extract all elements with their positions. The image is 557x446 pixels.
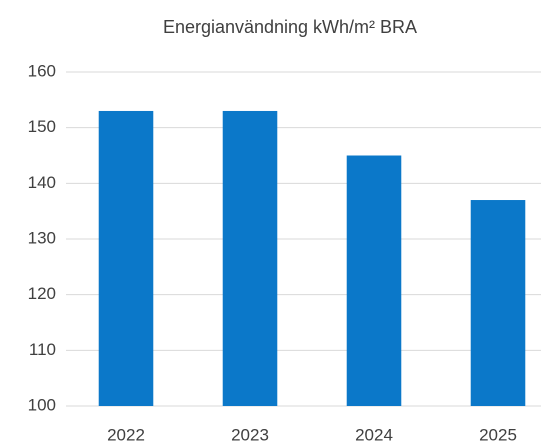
- x-tick-label: 2023: [231, 425, 269, 444]
- bar: [470, 200, 526, 406]
- x-tick-label: 2022: [107, 425, 145, 444]
- x-tick-label: 2025: [479, 425, 517, 444]
- y-tick-label: 140: [28, 173, 56, 192]
- chart-title: Energianvändning kWh/m² BRA: [163, 17, 417, 37]
- y-tick-label: 110: [29, 340, 56, 359]
- y-tick-label: 120: [28, 284, 56, 303]
- y-tick-label: 160: [28, 61, 56, 80]
- y-tick-label: 130: [28, 228, 56, 247]
- bar: [98, 110, 154, 406]
- y-tick-label: 150: [28, 117, 56, 136]
- bar: [222, 110, 278, 406]
- y-tick-label: 100: [28, 395, 56, 414]
- x-tick-label: 2024: [355, 425, 393, 444]
- bar: [346, 155, 402, 406]
